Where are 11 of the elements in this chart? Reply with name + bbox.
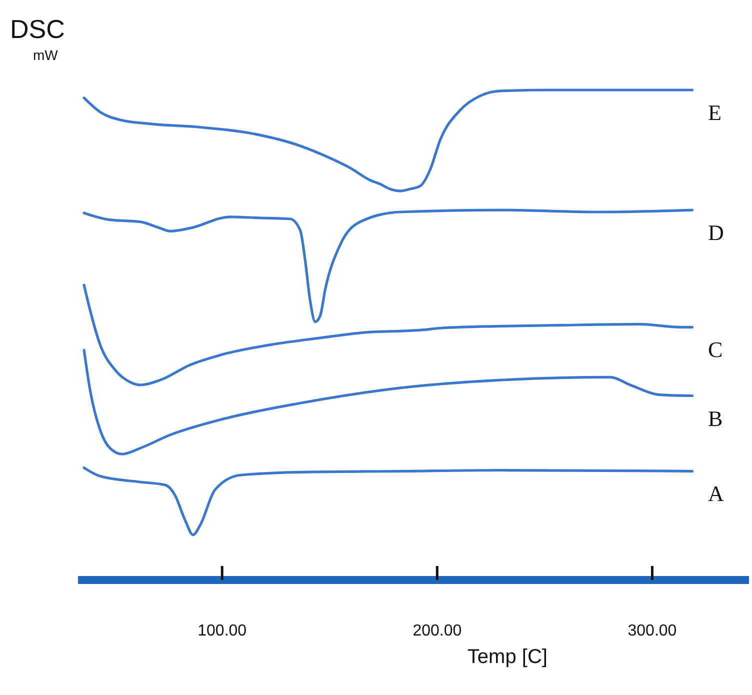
series-label: D [708, 220, 724, 246]
series-label: E [708, 100, 722, 125]
x-tick-label: 300.00 [628, 622, 677, 640]
chart-title: DSC [10, 14, 65, 44]
x-tick-label: 100.00 [198, 622, 247, 640]
series-label: B [708, 406, 723, 431]
x-tick-label: 200.00 [412, 622, 462, 640]
series-label: A [708, 481, 724, 506]
series-label: C [708, 337, 723, 362]
x-axis-title: Temp [C] [467, 646, 548, 668]
y-axis-title: mW [33, 47, 59, 63]
